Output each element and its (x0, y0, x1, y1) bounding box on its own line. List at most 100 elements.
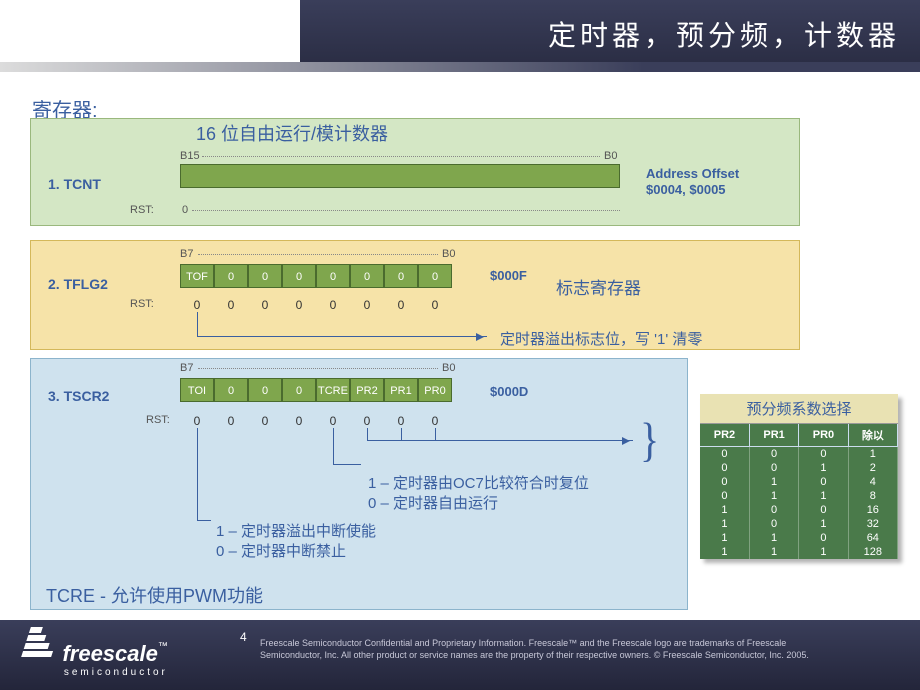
ptd: 1 (799, 545, 848, 559)
tscr2-dots (198, 368, 438, 369)
tcre-label: TCRE - 允许使用PWM功能 (46, 582, 263, 608)
bit: 0 (418, 264, 452, 288)
ptd: 0 (700, 475, 749, 489)
tcnt-name: 1. TCNT (48, 176, 101, 192)
ptd: 8 (848, 489, 897, 503)
ptd: 0 (749, 447, 798, 462)
hline-toi (197, 520, 211, 521)
tscr2-bit-high: B7 (180, 362, 193, 374)
ptd: 0 (700, 489, 749, 503)
ptd: 0 (749, 503, 798, 517)
ptd: 1 (799, 517, 848, 531)
ptd: 1 (700, 517, 749, 531)
rst: 0 (418, 298, 452, 312)
rst: 0 (316, 298, 350, 312)
footer-line2: Semiconductor, Inc. All other product or… (260, 650, 900, 662)
tflg2-addr: $000F (490, 268, 527, 283)
ptd: 0 (799, 503, 848, 517)
ptd: 1 (749, 531, 798, 545)
vline-pr2 (367, 428, 368, 440)
bit: 0 (248, 264, 282, 288)
rst: 0 (282, 414, 316, 428)
logo-sub: semiconductor (28, 667, 168, 678)
tflg2-bit-low: B0 (442, 248, 455, 260)
tscr2-note3: 1 – 定时器溢出中断使能 (216, 520, 376, 541)
tflg2-flag-label: 标志寄存器 (556, 274, 641, 299)
hline-tcre (333, 464, 361, 465)
rst: 0 (248, 414, 282, 428)
tcnt-dots (202, 156, 600, 157)
vline-pr0 (435, 428, 436, 440)
ptd: 1 (799, 489, 848, 503)
ptd: 0 (749, 461, 798, 475)
bit: 0 (282, 264, 316, 288)
bit: 0 (248, 378, 282, 402)
pth: 除以 (848, 424, 897, 447)
ptd: 0 (799, 475, 848, 489)
hline-pr (367, 440, 435, 441)
ptd: 1 (700, 545, 749, 559)
bit: PR2 (350, 378, 384, 402)
prescale-table: 预分频系数选择 PR2 PR1 PR0 除以 00010012010401181… (700, 394, 898, 559)
rst: 0 (180, 414, 214, 428)
tscr2-addr: $000D (490, 384, 528, 399)
bit: 0 (214, 264, 248, 288)
tcnt-bit-low: B0 (604, 150, 617, 162)
tflg2-bits: TOF 0 0 0 0 0 0 0 (180, 264, 452, 288)
bit: 0 (350, 264, 384, 288)
bit: 0 (214, 378, 248, 402)
bit: TCRE (316, 378, 350, 402)
prescale-title: 预分频系数选择 (700, 394, 898, 424)
slide-title: 定时器，预分频，计数器 (548, 20, 900, 51)
bit: PR1 (384, 378, 418, 402)
rst: 0 (384, 298, 418, 312)
ptd: 0 (700, 447, 749, 462)
logo-tm: ™ (158, 641, 168, 652)
bit: TOI (180, 378, 214, 402)
ptd: 1 (700, 531, 749, 545)
ptd: 1 (700, 503, 749, 517)
tflg2-arrow (197, 336, 487, 337)
rst: 0 (214, 414, 248, 428)
rst: 0 (248, 298, 282, 312)
tflg2-dots (198, 254, 438, 255)
ptd: 0 (700, 461, 749, 475)
pth: PR2 (700, 424, 749, 447)
vline-pr1 (401, 428, 402, 440)
tflg2-rst-label: RST: (130, 298, 154, 310)
bit: 0 (282, 378, 316, 402)
tscr2-note4: 0 – 定时器中断禁止 (216, 540, 346, 561)
tcnt-rst-label: RST: (130, 204, 154, 216)
tcre-b: 允许使用PWM功能 (111, 586, 263, 606)
rst: 0 (180, 298, 214, 312)
rst: 0 (384, 414, 418, 428)
tcnt-addr2: $0004, $0005 (646, 182, 726, 197)
rst: 0 (418, 414, 452, 428)
ptd: 1 (799, 461, 848, 475)
tscr2-rst-label: RST: (146, 414, 170, 426)
pth: PR0 (799, 424, 848, 447)
tcnt-bit-high: B15 (180, 150, 200, 162)
footer-line1: Freescale Semiconductor Confidential and… (260, 638, 900, 650)
rst: 0 (316, 414, 350, 428)
ptd: 32 (848, 517, 897, 531)
tflg2-vline (197, 312, 198, 336)
tflg2-arrow-note: 定时器溢出标志位，写 '1' 清零 (500, 328, 702, 349)
bit: TOF (180, 264, 214, 288)
ptd: 1 (848, 447, 897, 462)
vline-toi (197, 428, 198, 520)
title-stripe (0, 62, 920, 72)
ptd: 2 (848, 461, 897, 475)
tscr2-rst: 0 0 0 0 0 0 0 0 (180, 414, 452, 428)
tscr2-bits: TOI 0 0 0 TCRE PR2 PR1 PR0 (180, 378, 452, 402)
tcnt-rst-val: 0 (182, 204, 188, 216)
bit: 0 (384, 264, 418, 288)
ptd: 1 (749, 545, 798, 559)
pth: PR1 (749, 424, 798, 447)
tcnt-addr1: Address Offset (646, 166, 739, 181)
tflg2-bit-high: B7 (180, 248, 193, 260)
tscr2-bit-low: B0 (442, 362, 455, 374)
bit: PR0 (418, 378, 452, 402)
vline-tcre (333, 428, 334, 464)
rst: 0 (350, 414, 384, 428)
